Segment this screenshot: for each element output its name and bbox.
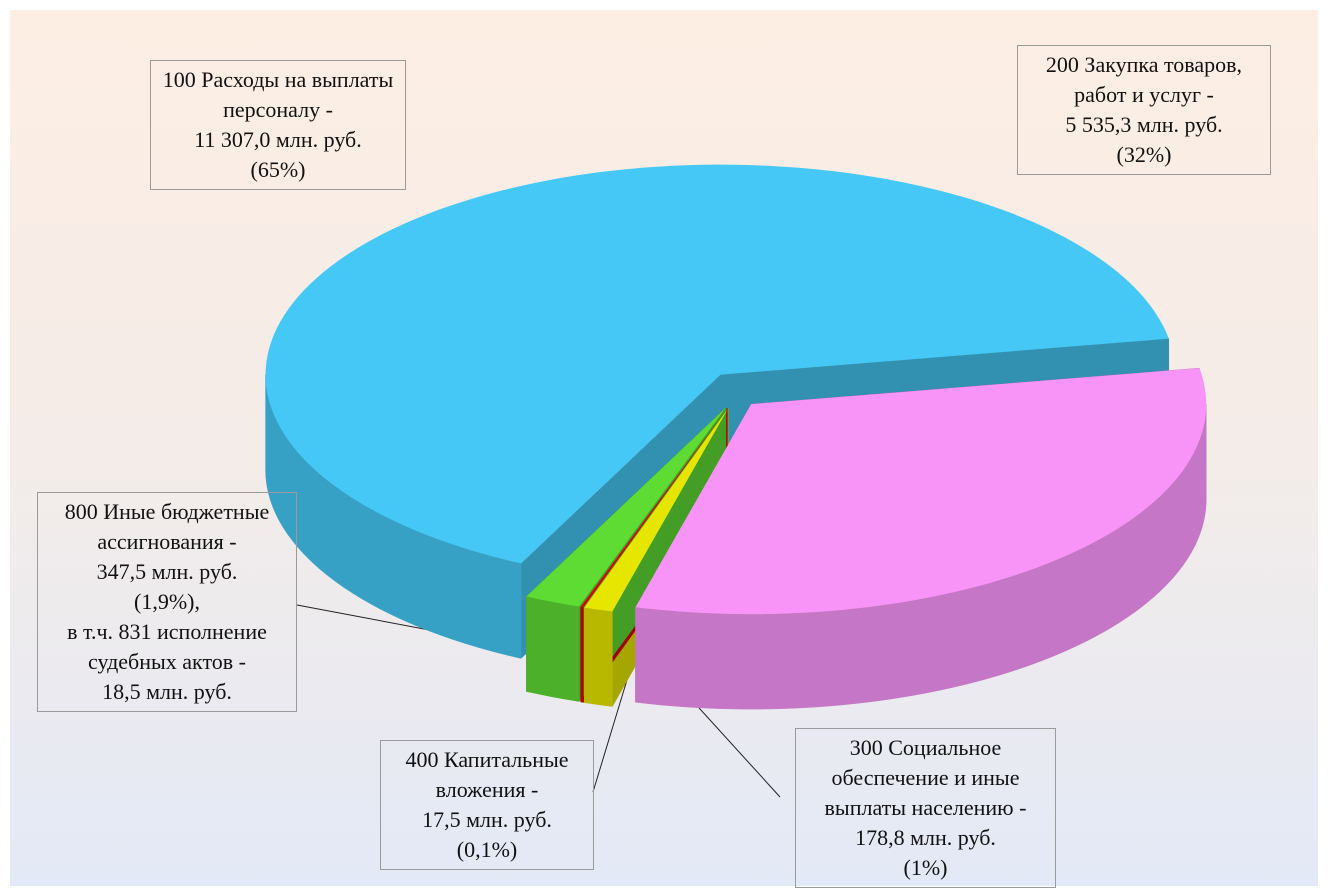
- slice-side: [583, 607, 613, 707]
- slice: [635, 368, 1207, 615]
- percent-label: (32%): [1116, 142, 1172, 167]
- slice: [580, 408, 728, 608]
- label-box: 200 Закупка товаров, работ и услуг - 5 5…: [1017, 45, 1271, 175]
- slice-label: 400 Капитальные вложения -: [405, 747, 569, 802]
- value-label: 178,8 млн. руб.: [855, 825, 996, 850]
- slice: [526, 407, 726, 607]
- label-box: 400 Капитальные вложения - 17,5 млн. руб…: [380, 740, 594, 870]
- slice: [584, 408, 729, 612]
- label-box: 300 Социальное обеспечение и иные выплат…: [795, 728, 1056, 888]
- slice-label: 200 Закупка товаров, работ и услуг -: [1045, 52, 1243, 107]
- note-value-label: 18,5 млн. руб.: [102, 679, 232, 704]
- slice-tops: [265, 164, 1207, 615]
- leader-line: [592, 669, 631, 793]
- value-label: 11 307,0 млн. руб.: [194, 127, 362, 152]
- slice-label: 800 Иные бюджетные ассигнования -: [64, 499, 270, 554]
- slice-side: [526, 596, 580, 702]
- note-label: в т.ч. 831 исполнение судебных актов -: [67, 619, 267, 674]
- percent-label: (0,1%): [456, 837, 518, 862]
- slice-label: 300 Социальное обеспечение и иные выплат…: [824, 735, 1027, 820]
- value-label: 17,5 млн. руб.: [422, 807, 552, 832]
- label-box: 800 Иные бюджетные ассигнования - 347,5 …: [37, 492, 297, 712]
- slice-side: [580, 606, 584, 703]
- value-label: 347,5 млн. руб.: [96, 559, 238, 584]
- percent-label: (65%): [250, 157, 306, 182]
- chart-background: 100 Расходы на выплаты персоналу - 11 30…: [10, 10, 1318, 888]
- slice: [265, 164, 1169, 564]
- percent-label: (1,9%),: [134, 589, 200, 614]
- chart: [265, 164, 1207, 798]
- value-label: 5 535,3 млн. руб.: [1065, 112, 1223, 137]
- percent-label: (1%): [903, 855, 948, 880]
- slice-label: 100 Расходы на выплаты персоналу -: [162, 67, 394, 122]
- label-box: 100 Расходы на выплаты персоналу - 11 30…: [150, 60, 406, 190]
